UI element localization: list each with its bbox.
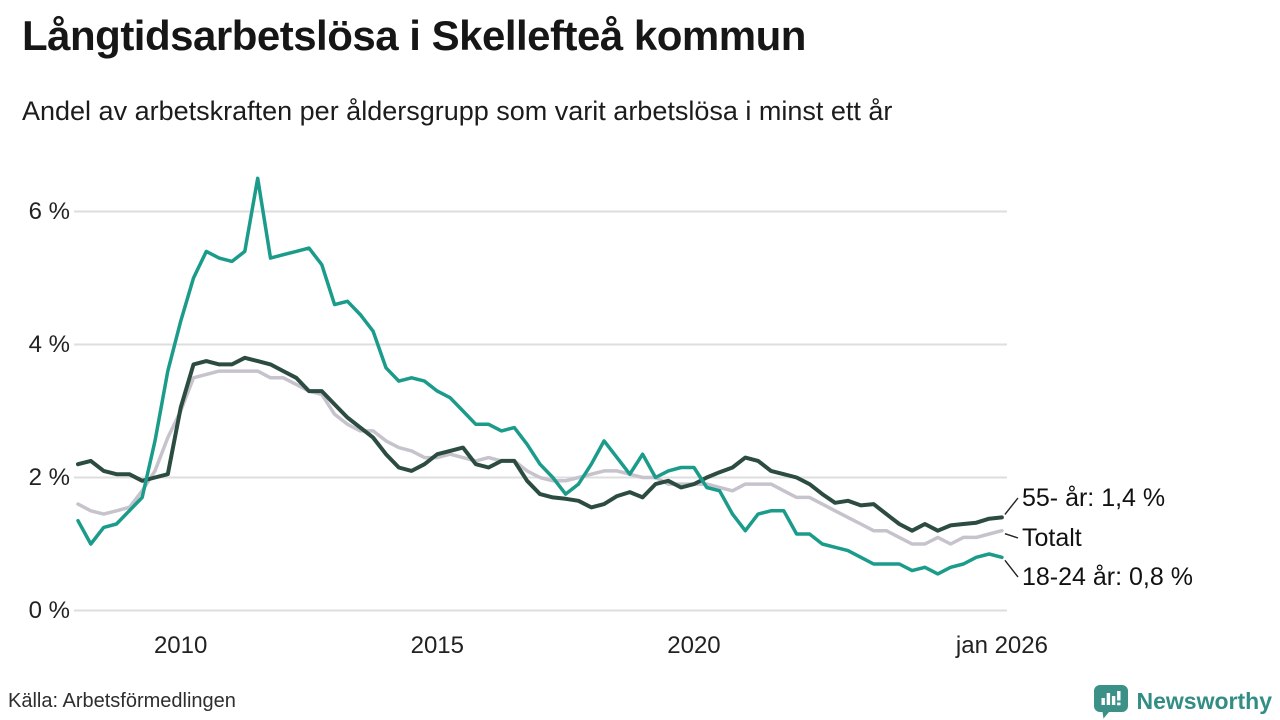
leader-line <box>1004 559 1019 578</box>
series-end-label-1: 55- år: 1,4 % <box>1022 484 1166 512</box>
x-axis-tick-label: 2015 <box>410 632 464 659</box>
y-axis-tick-label: 2 % <box>28 463 70 491</box>
series-line-18-24-r <box>76 176 1004 576</box>
x-axis-tick-label: 2010 <box>153 632 208 659</box>
y-axis-tick-label: 4 % <box>28 330 70 358</box>
x-axis-tick-label: jan 2026 <box>955 632 1048 659</box>
leader-line <box>1004 533 1019 539</box>
source-attribution: Källa: Arbetsförmedlingen <box>8 690 236 712</box>
newsworthy-brand: Newsworthy <box>1093 684 1272 719</box>
page-subtitle: Andel av arbetskraften per åldersgrupp s… <box>22 96 893 126</box>
page-title: Långtidsarbetslösa i Skellefteå kommun <box>22 12 806 59</box>
series-end-label-3: 18-24 år: 0,8 % <box>1022 563 1193 591</box>
newsworthy-logo-icon <box>1093 685 1128 719</box>
series-end-label-2: Totalt <box>1022 524 1082 552</box>
x-axis-tick-label: 2020 <box>667 632 721 659</box>
leader-line <box>1004 497 1019 515</box>
y-axis-tick-label: 0 % <box>28 596 70 624</box>
newsworthy-wordmark: Newsworthy <box>1136 688 1272 714</box>
series-line-55-r <box>76 355 1004 533</box>
y-axis-tick-label: 6 % <box>28 197 70 225</box>
series-line-totalt <box>76 369 1004 546</box>
